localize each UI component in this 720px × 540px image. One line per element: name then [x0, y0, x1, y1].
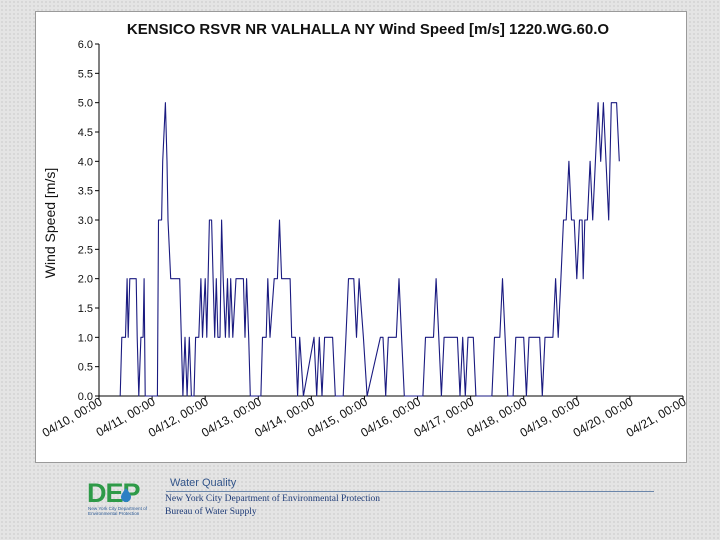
y-tick-label: 0.0 — [78, 391, 93, 403]
water-drop-icon — [121, 488, 131, 502]
series-group — [119, 102, 620, 397]
dep-wordmark-text: DEP — [87, 478, 141, 506]
logo-caption-line-2: Environmental Protection — [88, 511, 140, 516]
chart-title: KENSICO RSVR NR VALHALLA NY Wind Speed [… — [127, 21, 609, 38]
y-tick-label: 2.0 — [78, 274, 93, 286]
y-tick-label: 3.5 — [78, 186, 93, 198]
y-tick-label: 5.5 — [78, 68, 93, 80]
y-tick-label: 4.0 — [78, 156, 93, 168]
bureau-name: Bureau of Water Supply — [165, 507, 257, 517]
chart-panel: KENSICO RSVR NR VALHALLA NY Wind Speed [… — [35, 11, 687, 463]
wind-speed-chart: KENSICO RSVR NR VALHALLA NY Wind Speed [… — [40, 21, 686, 440]
logo-caption-line-1: New York City Department of — [88, 506, 147, 511]
y-tick-label: 2.5 — [78, 244, 93, 256]
footer-divider — [166, 491, 654, 492]
x-tick-label: 04/21, 00:00 — [624, 394, 686, 440]
plot-frame — [98, 44, 683, 397]
y-tick-label: 0.5 — [78, 362, 93, 374]
y-tick-label: 1.5 — [78, 303, 93, 315]
dep-wordmark: DEP — [87, 478, 142, 506]
series-line-0 — [119, 102, 620, 397]
water-quality-heading: Water Quality — [170, 477, 237, 489]
y-axis-ticks: 0.0 0.5 1.0 1.5 2.0 2.5 3.0 3.5 4.0 4.5 5.0 5.5 6.0 — [78, 39, 99, 403]
y-tick-label: 6.0 — [78, 39, 93, 51]
agency-name: New York City Department of Environmenta… — [165, 494, 381, 504]
y-tick-label: 3.0 — [78, 215, 93, 227]
x-tick-label: 04/10, 00:00 — [40, 394, 105, 440]
y-tick-label: 1.0 — [78, 332, 93, 344]
dep-logo: DEP New York City Department of Environm… — [86, 476, 158, 520]
y-axis-label: Wind Speed [m/s] — [42, 168, 58, 279]
y-tick-label: 4.5 — [78, 127, 93, 139]
y-tick-label: 5.0 — [78, 98, 93, 110]
